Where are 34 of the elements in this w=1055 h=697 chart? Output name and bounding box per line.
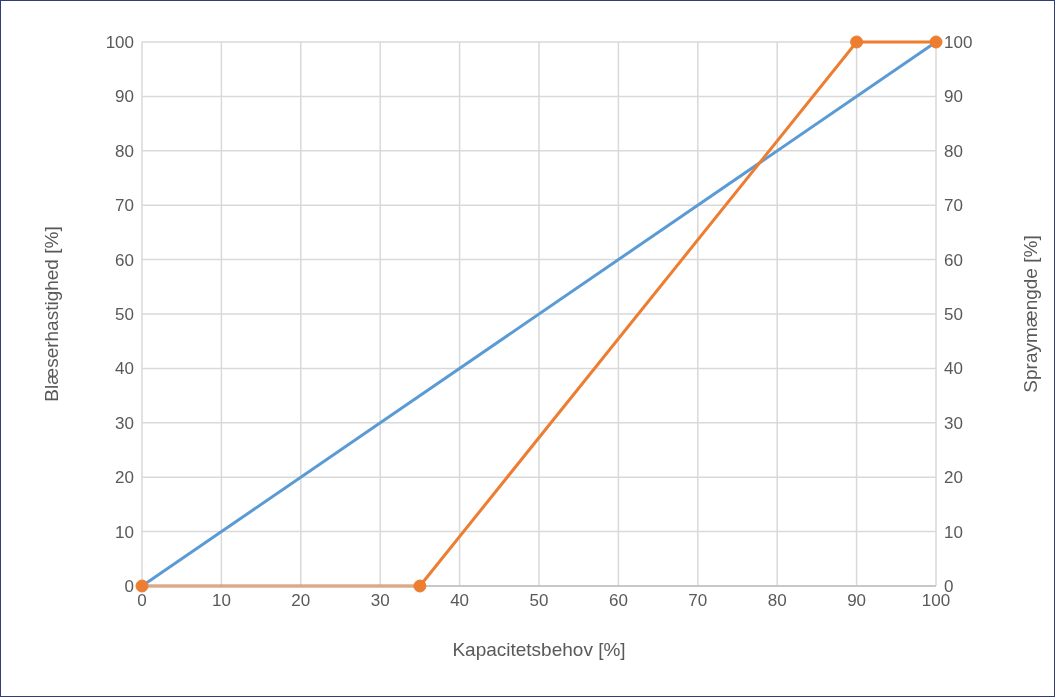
- y-tick-label: 40: [115, 359, 134, 379]
- y2-tick-label: 100: [944, 33, 973, 53]
- y-tick-label: 90: [115, 87, 134, 107]
- y-tick-label: 70: [115, 196, 134, 216]
- y2-tick-label: 20: [944, 468, 963, 488]
- x-tick-label: 90: [847, 591, 867, 611]
- x-tick-label: 0: [137, 591, 147, 611]
- x-tick-label: 50: [529, 591, 549, 611]
- x-tick-label: 30: [370, 591, 390, 611]
- y-tick-label: 20: [115, 468, 134, 488]
- y2-tick-label: 40: [944, 359, 963, 379]
- x-tick-label: 70: [688, 591, 708, 611]
- x-tick-label: 80: [767, 591, 787, 611]
- y2-tick-label: 80: [944, 141, 963, 161]
- x-tick-label: 10: [211, 591, 231, 611]
- x-axis-title: Kapacitetsbehov [%]: [452, 639, 626, 660]
- x-tick-label: 60: [608, 591, 628, 611]
- y-tick-label: 80: [115, 141, 134, 161]
- y2-tick-label: 60: [944, 250, 963, 270]
- y-tick-label: 0: [124, 577, 134, 597]
- y-tick-label: 60: [115, 250, 134, 270]
- y2-tick-label: 10: [944, 522, 963, 542]
- x-tick-label: 40: [450, 591, 470, 611]
- y-tick-label: 30: [115, 413, 134, 433]
- y2-tick-label: 30: [944, 413, 963, 433]
- y2-axis-title: Spraymængde [%]: [1019, 235, 1041, 393]
- y-tick-label: 10: [115, 522, 134, 542]
- y2-tick-label: 50: [944, 305, 963, 325]
- y2-tick-label: 90: [944, 87, 963, 107]
- y2-tick-label: 70: [944, 196, 963, 216]
- y-tick-label: 100: [105, 33, 134, 53]
- x-tick-label: 20: [291, 591, 311, 611]
- y-axis-title: Blæserhastighed [%]: [40, 226, 62, 402]
- y-tick-label: 50: [115, 305, 134, 325]
